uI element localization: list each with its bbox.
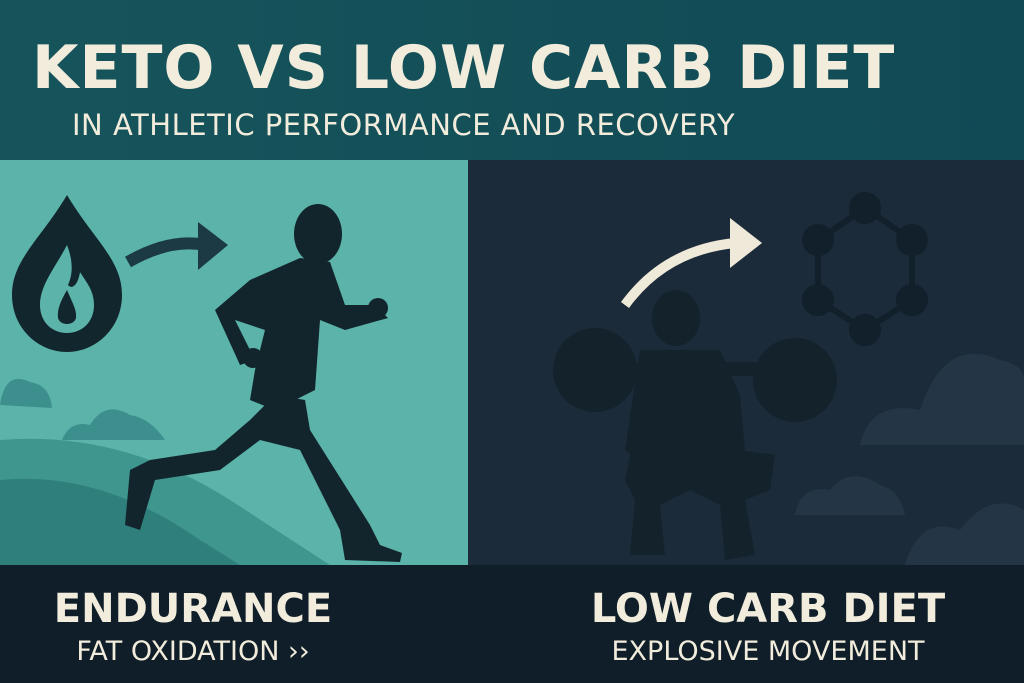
arrow	[125, 237, 207, 268]
panel-caption: FAT OXIDATION ››	[76, 636, 309, 667]
flame-core	[57, 290, 77, 324]
cloud	[0, 378, 52, 408]
panel-caption: EXPLOSIVE MOVEMENT	[611, 636, 925, 667]
panel-label: ENDURANCE	[54, 586, 332, 632]
cloud	[860, 353, 1024, 445]
bottom-band	[0, 565, 1024, 683]
cloud	[795, 476, 905, 515]
arrow-head	[730, 218, 762, 268]
cloud	[905, 503, 1024, 565]
molecule-icon	[802, 192, 928, 346]
cloud	[62, 409, 165, 440]
runner	[125, 204, 402, 562]
flame	[40, 245, 94, 333]
arrow-head	[198, 222, 228, 270]
title: KETO VS LOW CARB DIET	[32, 33, 895, 103]
header-band	[0, 0, 1024, 160]
arrow	[620, 238, 736, 308]
weightlifter	[553, 290, 837, 560]
subtitle: IN ATHLETIC PERFORMANCE AND RECOVERY	[72, 108, 735, 142]
panel-label: LOW CARB DIET	[591, 586, 946, 632]
hill	[0, 478, 240, 565]
